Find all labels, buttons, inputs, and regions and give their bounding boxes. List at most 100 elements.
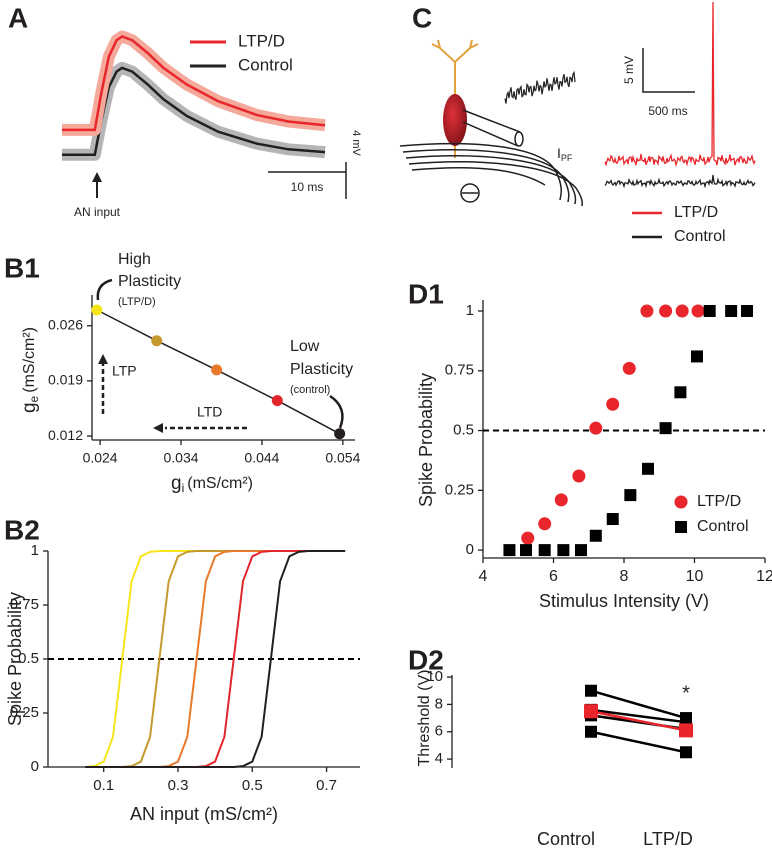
y-tick-label: 10 [426,668,443,685]
point [641,462,654,475]
point [703,304,716,317]
point [659,422,672,435]
trace [62,35,326,132]
mean-line [590,710,687,732]
y-tick-label: 0.019 [48,372,83,388]
pair-line [590,689,687,720]
point [271,395,283,407]
point [91,304,103,316]
label-main: I [557,145,561,161]
point [589,529,602,542]
panel-label: D2 [408,644,444,675]
legend-label: LTP/D [238,31,285,50]
bracket [96,278,113,301]
x-tick-label: 4 [479,568,488,585]
point [572,469,586,483]
label-main: g [171,473,182,494]
annotation: LTD [197,404,222,420]
point [538,544,551,557]
point [521,531,535,545]
y-tick-label: 0.5 [453,422,474,439]
scale-label: 10 ms [291,180,324,194]
label-unit: (mS/cm²) [187,475,253,492]
point [690,350,703,363]
x-tick-label: 0.034 [163,450,198,466]
point [589,421,603,435]
annotation: AN input [74,205,121,219]
annotation: (LTP/D) [118,296,156,308]
scale-label: 500 ms [648,104,687,118]
point [680,746,692,759]
y-axis-label: ge (mS/cm²) [19,327,41,413]
annotation: Plasticity [290,361,353,378]
x-tick-label: 0.7 [316,777,337,794]
point [741,304,754,317]
y-axis-label: Threshold (V) [416,670,433,767]
panel-label: D1 [408,278,444,309]
panel-label: B2 [4,514,40,545]
point [674,386,687,399]
point [211,364,223,376]
annotation: LTP [112,363,137,379]
y-tick-label: 4 [435,750,443,767]
x-tick-label: 0.1 [93,777,114,794]
point [334,428,346,440]
annotation: High [118,251,151,268]
x-tick-label: 0.5 [242,777,263,794]
y-tick-label: 0.25 [445,481,474,498]
y-tick-label: 0.026 [48,316,83,332]
label-main: g [19,402,40,413]
x-axis-label: Stimulus Intensity (V) [539,591,709,611]
y-tick-label: 8 [435,695,443,712]
mean-point [679,723,693,738]
x-tick-label: 6 [549,568,558,585]
point [554,493,568,507]
label-sub: e [27,395,41,402]
x-tick-label: 0.044 [244,450,279,466]
x-axis-label: AN input (mS/cm²) [130,804,278,824]
arrow-head [92,172,102,182]
panel-label: B1 [4,252,40,283]
curve [85,550,346,768]
point [151,335,163,347]
x-axis-label: gi (mS/cm²) [171,473,253,495]
scale-label: 4 mV [350,130,362,156]
point [606,397,620,411]
point [622,361,636,375]
y-axis-label: Spike Probability [416,373,436,507]
label-sub: PF [561,153,573,163]
y-axis-label: Spike Probability [5,592,25,726]
y-tick-label: 0.25 [10,704,39,721]
point [585,684,597,697]
annotation: (control) [290,384,330,396]
y-tick-label: 1 [466,302,474,319]
annotation: Plasticity [118,273,181,290]
legend-marker [674,495,688,509]
legend-label: Control [238,55,293,74]
y-tick-label: 0 [466,541,474,558]
point [691,304,705,318]
panel-label: C [412,2,432,33]
category-label: LTP/D [643,829,693,849]
point [557,544,570,557]
y-tick-label: 0.75 [10,596,39,613]
bracket [329,394,344,429]
significance: * [682,682,690,704]
point [659,304,673,318]
point [574,544,587,557]
pair-line [590,730,687,754]
legend-label: Control [674,228,726,245]
x-tick-label: 8 [620,568,629,585]
point [624,489,637,502]
label-unit: (mS/cm²) [21,327,38,393]
neuron-schematic [399,39,583,207]
legend-marker [675,521,687,533]
x-tick-label: 0.3 [168,777,189,794]
panel-label: A [8,2,28,33]
scale-label: 5 mV [622,56,636,84]
label-sub: i [182,481,185,495]
legend-label: LTP/D [697,493,741,510]
curve [85,550,346,768]
point [725,304,738,317]
